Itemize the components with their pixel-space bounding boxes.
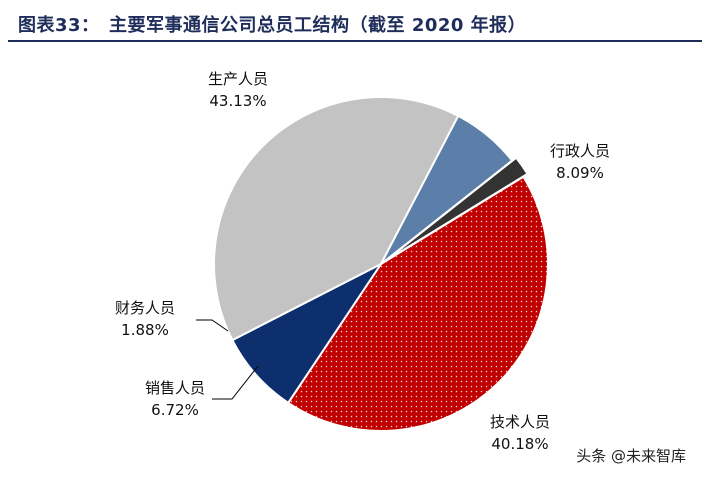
slice-value-2: 40.18% [491, 435, 548, 453]
chart-title: 图表33： 主要军事通信公司总员工结构（截至 2020 年报） [18, 15, 527, 36]
watermark: 头条 @未来智库 [570, 443, 692, 468]
slice-value-1: 8.09% [556, 164, 604, 182]
slice-value-4: 1.88% [121, 321, 169, 339]
leader-line-4 [196, 319, 229, 332]
pie-slices [213, 96, 549, 432]
slice-label-2: 技术人员 [490, 413, 550, 431]
slice-label-0: 生产人员 [208, 70, 268, 88]
slice-label-4: 财务人员 [115, 299, 175, 317]
title-bar: 图表33： 主要军事通信公司总员工结构（截至 2020 年报） [8, 6, 702, 42]
leader-lines [196, 319, 259, 400]
leader-line-3 [212, 365, 259, 400]
pie-slice-0 [286, 175, 549, 432]
pie-slice-2 [213, 96, 460, 342]
slice-label-3: 销售人员 [145, 379, 205, 397]
pie-slice-4 [384, 156, 529, 262]
slice-value-0: 43.13% [209, 92, 266, 110]
slice-value-3: 6.72% [151, 401, 199, 419]
pie-labels: 生产人员 43.13% 行政人员 8.09% 技术人员 40.18% 销售人员 6.72% 财务… [115, 70, 610, 453]
slice-label-1: 行政人员 [550, 142, 610, 160]
